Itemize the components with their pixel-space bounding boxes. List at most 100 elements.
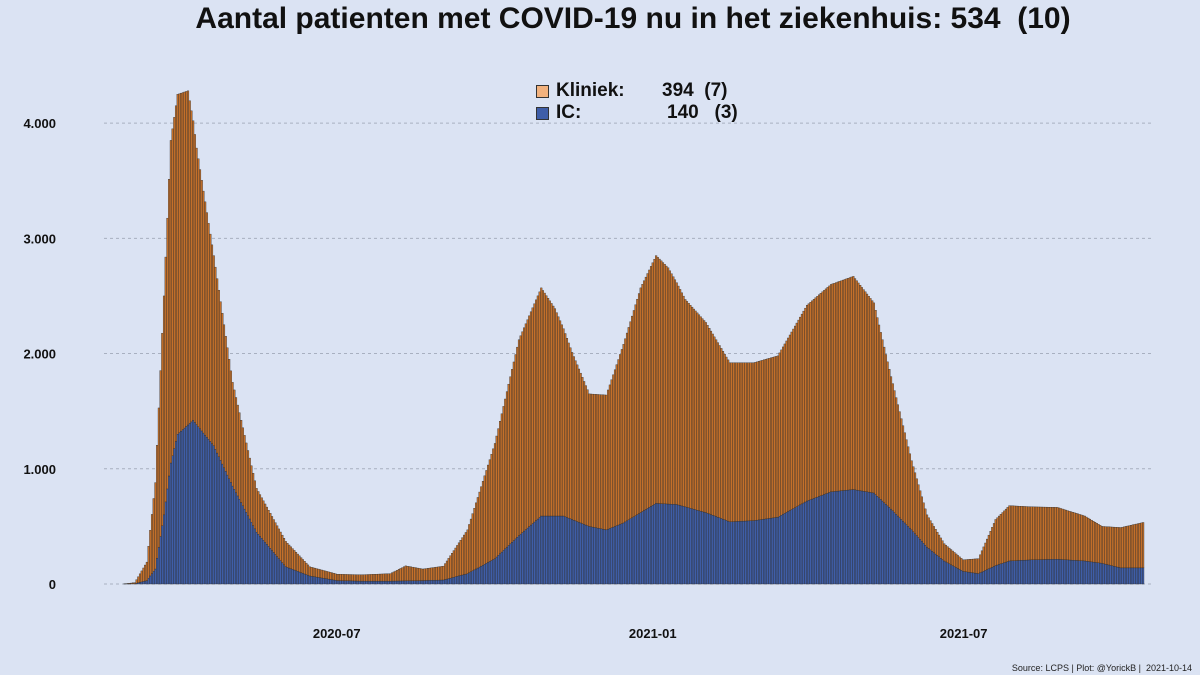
bar-ic [1116, 566, 1119, 585]
bar-ic [1003, 562, 1006, 585]
bar-ic [1087, 561, 1090, 585]
bar-kliniek [334, 573, 337, 581]
bar-kliniek [830, 284, 833, 492]
bar-kliniek [1054, 507, 1057, 560]
bar-kliniek [687, 303, 690, 508]
bar-kliniek [399, 568, 402, 582]
bar-ic [1011, 560, 1014, 585]
bar-kliniek [845, 278, 848, 491]
bar-ic [620, 523, 623, 585]
bar-kliniek [267, 510, 270, 547]
bar-ic [778, 516, 781, 585]
bar-kliniek [965, 559, 968, 573]
bar-ic [397, 580, 400, 585]
x-tick-label: 2021-01 [629, 626, 677, 641]
bar-kliniek [953, 552, 956, 567]
bar-kliniek [847, 278, 850, 491]
bar-ic [766, 518, 769, 585]
bar-kliniek [632, 310, 635, 517]
bar-ic [644, 509, 647, 585]
bar-kliniek [210, 244, 214, 444]
bar-kliniek [396, 570, 399, 582]
bar-ic [888, 507, 891, 585]
bar-kliniek [631, 315, 634, 518]
bar-kliniek [557, 316, 560, 517]
bar-ic [1133, 567, 1136, 585]
bar-ic [421, 580, 424, 585]
bar-kliniek [658, 258, 661, 504]
bar-kliniek [288, 544, 291, 569]
bar-ic [452, 577, 455, 585]
bar-ic [1082, 560, 1085, 585]
bar-kliniek [579, 372, 582, 524]
bar-kliniek [782, 346, 785, 515]
bar-kliniek [807, 303, 810, 501]
bar-ic [269, 548, 272, 585]
legend-item-ic[interactable]: IC: 140 (3) [536, 102, 738, 124]
bar-kliniek [291, 548, 294, 570]
bar-ic [255, 531, 258, 585]
bar-kliniek [274, 522, 277, 555]
legend-item-kliniek[interactable]: Kliniek: 394 (7) [536, 80, 738, 102]
bar-kliniek [739, 362, 742, 522]
bar-kliniek [197, 158, 200, 427]
bar-ic [679, 505, 682, 585]
bar-kliniek [168, 179, 171, 477]
bar-kliniek [193, 134, 196, 423]
bar-ic [636, 514, 639, 585]
bar-ic [224, 471, 227, 585]
bar-kliniek [565, 338, 569, 518]
bar-ic [1071, 560, 1074, 585]
bar-ic [615, 525, 618, 585]
bar-kliniek [173, 117, 176, 449]
bar-ic [171, 455, 174, 585]
bar-kliniek [912, 466, 915, 532]
bar-ic [1028, 559, 1032, 585]
bar-kliniek [408, 566, 411, 581]
bar-ic [337, 580, 340, 585]
bar-ic [541, 515, 545, 585]
bar-ic [202, 432, 205, 585]
bar-ic [488, 561, 491, 585]
bar-kliniek [1035, 506, 1038, 560]
bar-kliniek [540, 287, 543, 517]
bar-kliniek [1087, 517, 1090, 562]
bar-kliniek [317, 568, 320, 578]
bar-kliniek [1118, 527, 1121, 568]
bar-ic [253, 528, 256, 585]
bar-kliniek [1102, 526, 1105, 564]
bar-kliniek [1011, 505, 1014, 561]
bar-kliniek [499, 421, 502, 554]
bar-ic [915, 535, 918, 585]
bar-kliniek [368, 574, 371, 582]
bar-ic [926, 546, 929, 585]
bar-kliniek [972, 558, 975, 574]
bar-kliniek [550, 303, 553, 517]
bar-kliniek [156, 445, 159, 559]
bar-ic [1052, 559, 1056, 585]
bar-ic [905, 524, 908, 585]
bar-kliniek [375, 573, 378, 582]
bar-ic [1135, 567, 1138, 585]
bar-ic [463, 574, 466, 585]
bar-ic [1025, 559, 1028, 585]
bar-ic [295, 570, 298, 585]
bar-kliniek [555, 312, 558, 517]
bar-kliniek [529, 311, 533, 526]
bar-kliniek [313, 567, 316, 577]
bar-kliniek [649, 266, 653, 507]
bar-ic [833, 491, 836, 585]
bar-kliniek [874, 310, 877, 495]
bar-ic [504, 548, 507, 585]
bar-kliniek [644, 276, 647, 510]
y-axis-ticks: 0 1.000 2.000 3.000 4.000 [23, 116, 56, 592]
bar-kliniek [934, 529, 937, 555]
bar-kliniek [639, 287, 642, 513]
bar-kliniek [1136, 523, 1140, 569]
bar-ic [721, 518, 725, 585]
bar-ic [699, 510, 702, 585]
bar-kliniek [295, 552, 298, 571]
bar-kliniek [319, 569, 322, 578]
bar-kliniek [157, 407, 160, 548]
bar-ic [607, 528, 610, 585]
